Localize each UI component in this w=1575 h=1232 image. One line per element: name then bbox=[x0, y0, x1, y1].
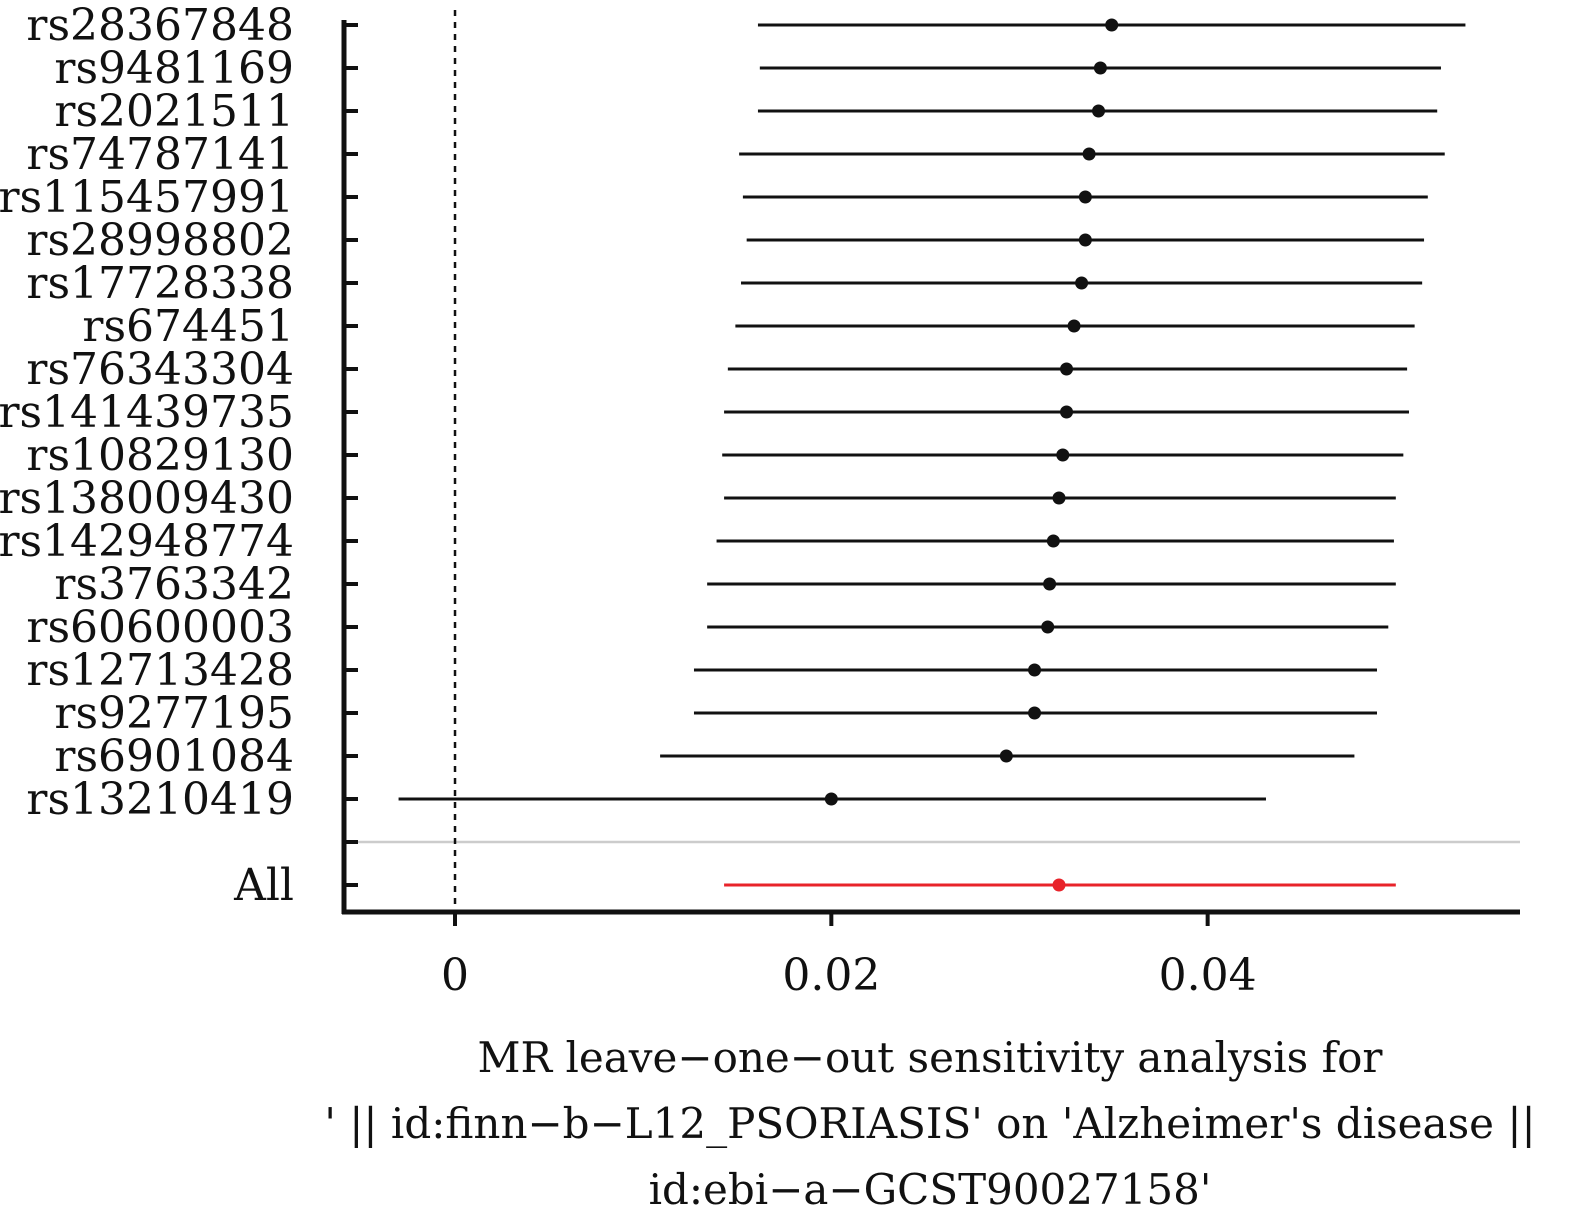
snp-9-label: rs141439735 bbox=[0, 387, 294, 438]
overall-label: All bbox=[233, 860, 294, 911]
snp-18-label: rs13210419 bbox=[26, 774, 294, 825]
snp-7-label: rs674451 bbox=[82, 301, 294, 352]
snp-15-point bbox=[1028, 663, 1042, 677]
snp-13-point bbox=[1043, 577, 1057, 591]
snp-5-point bbox=[1078, 233, 1092, 247]
overall-point bbox=[1052, 878, 1066, 892]
snp-3-label: rs74787141 bbox=[26, 129, 294, 180]
snp-17-label: rs6901084 bbox=[54, 731, 294, 782]
snp-16-label: rs9277195 bbox=[54, 688, 294, 739]
snp-10-point bbox=[1056, 448, 1070, 462]
snp-6-point bbox=[1075, 276, 1089, 290]
snp-11-point bbox=[1052, 491, 1066, 505]
snp-3-point bbox=[1082, 147, 1096, 161]
x-axis-title-line-2: ' || id:finn−b−L12_PSORIASIS' on 'Alzhei… bbox=[324, 1099, 1535, 1148]
snp-17-point bbox=[999, 749, 1013, 763]
x-tick-label-2: 0.04 bbox=[1159, 950, 1257, 1001]
plot-marks: rs28367848rs9481169rs2021511rs74787141rs… bbox=[0, 0, 1520, 1001]
snp-2-label: rs2021511 bbox=[54, 86, 294, 137]
snp-15-label: rs12713428 bbox=[26, 645, 294, 696]
snp-4-point bbox=[1078, 190, 1092, 204]
snp-12-point bbox=[1046, 534, 1060, 548]
snp-1-point bbox=[1093, 61, 1107, 75]
x-tick-label-1: 0.02 bbox=[782, 950, 880, 1001]
snp-14-label: rs60600003 bbox=[26, 602, 294, 653]
snp-10-label: rs10829130 bbox=[26, 430, 294, 481]
snp-14-point bbox=[1041, 620, 1055, 634]
snp-12-label: rs142948774 bbox=[0, 516, 294, 567]
snp-13-label: rs3763342 bbox=[54, 559, 294, 610]
x-axis-title-line-1: MR leave−one−out sensitivity analysis fo… bbox=[478, 1033, 1384, 1082]
x-axis-title-line-3: id:ebi−a−GCST90027158' bbox=[649, 1165, 1212, 1214]
snp-9-point bbox=[1060, 405, 1074, 419]
snp-7-point bbox=[1067, 319, 1081, 333]
x-tick-label-0: 0 bbox=[441, 950, 469, 1001]
snp-16-point bbox=[1028, 706, 1042, 720]
snp-8-point bbox=[1060, 362, 1074, 376]
x-axis-title: MR leave−one−out sensitivity analysis fo… bbox=[324, 1033, 1535, 1214]
snp-0-point bbox=[1105, 18, 1119, 32]
snp-2-point bbox=[1092, 104, 1106, 118]
snp-6-label: rs17728338 bbox=[26, 258, 294, 309]
snp-8-label: rs76343304 bbox=[26, 344, 294, 395]
snp-4-label: rs115457991 bbox=[0, 172, 294, 223]
snp-11-label: rs138009430 bbox=[0, 473, 294, 524]
snp-5-label: rs28998802 bbox=[26, 215, 294, 266]
snp-1-label: rs9481169 bbox=[54, 43, 294, 94]
snp-18-point bbox=[824, 792, 838, 806]
snp-0-label: rs28367848 bbox=[26, 0, 294, 51]
